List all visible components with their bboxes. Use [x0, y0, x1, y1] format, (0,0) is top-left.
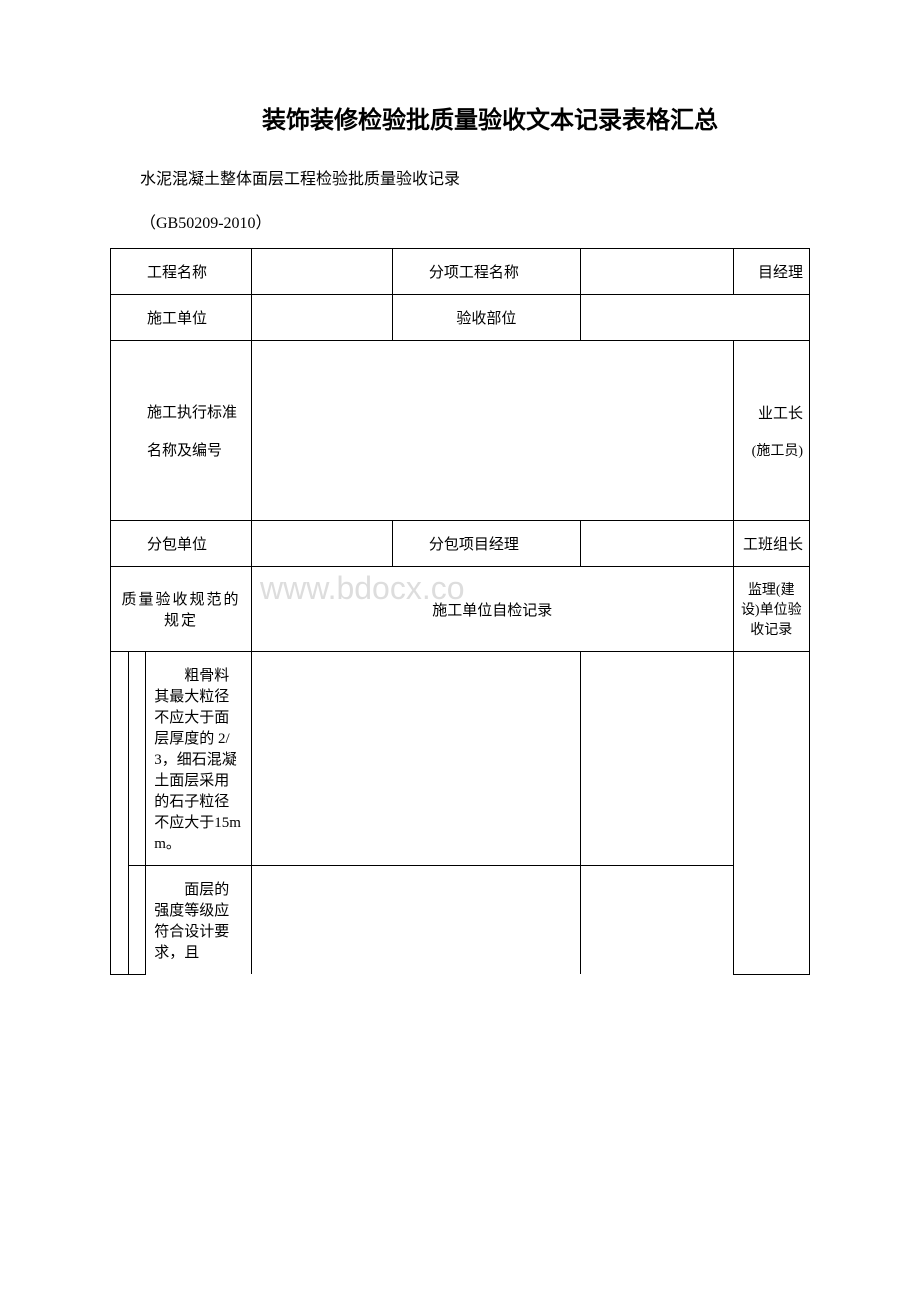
- cell-construction-unit-value: [251, 295, 392, 341]
- cell-num-1: [128, 652, 146, 866]
- cell-acceptance-part-value: [580, 295, 809, 341]
- label-foreman: 业工长 (施工员): [733, 341, 809, 521]
- acceptance-table: 工程名称 分项工程名称 目经理 施工单位 验收部位 施工执行标准 名称及编号 业…: [110, 248, 810, 975]
- label-self-check: 施工单位自检记录: [251, 567, 733, 652]
- table-row: 分包单位 分包项目经理 工班组长: [111, 521, 810, 567]
- cell-subitem-value: [580, 249, 733, 295]
- label-subitem-name: 分项工程名称: [392, 249, 580, 295]
- cell-sub-pm-value: [580, 521, 733, 567]
- cell-exec-standard-value: [251, 341, 733, 521]
- table-row: 工程名称 分项工程名称 目经理: [111, 249, 810, 295]
- label-acceptance-part: 验收部位: [392, 295, 580, 341]
- cell-check-2b: [580, 866, 733, 975]
- label-exec-standard: 施工执行标准 名称及编号: [111, 341, 252, 521]
- cell-category: [111, 652, 129, 975]
- cell-num-2: [128, 866, 146, 975]
- cell-subcontractor-value: [251, 521, 392, 567]
- label-project-manager: 目经理: [733, 249, 809, 295]
- table-row: 施工执行标准 名称及编号 业工长 (施工员): [111, 341, 810, 521]
- table-row: 面层的强度等级应符合设计要求，且: [111, 866, 810, 975]
- label-team-leader: 工班组长: [733, 521, 809, 567]
- cell-check-1a: [251, 652, 580, 866]
- label-quality-spec: 质量验收规范的规定: [111, 567, 252, 652]
- document-subtitle: 水泥混凝土整体面层工程检验批质量验收记录: [140, 165, 810, 189]
- table-row: 施工单位 验收部位: [111, 295, 810, 341]
- document-code: （GB50209-2010）: [140, 209, 810, 233]
- item-1-text: 粗骨料其最大粒径不应大于面层厚度的 2/3，细石混凝土面层采用的石子粒径不应大于…: [146, 652, 252, 866]
- cell-check-1b: [580, 652, 733, 866]
- cell-supervision-1: [733, 652, 809, 975]
- cell-project-name-value: [251, 249, 392, 295]
- label-supervision: 监理(建设)单位验收记录: [733, 567, 809, 652]
- label-subcontractor: 分包单位: [111, 521, 252, 567]
- table-row: 质量验收规范的规定 施工单位自检记录 监理(建设)单位验收记录: [111, 567, 810, 652]
- label-construction-unit: 施工单位: [111, 295, 252, 341]
- cell-check-2a: [251, 866, 580, 975]
- item-2-text: 面层的强度等级应符合设计要求，且: [146, 866, 252, 975]
- document-title: 装饰装修检验批质量验收文本记录表格汇总: [170, 100, 810, 135]
- label-sub-pm: 分包项目经理: [392, 521, 580, 567]
- label-project-name: 工程名称: [111, 249, 252, 295]
- table-row: 粗骨料其最大粒径不应大于面层厚度的 2/3，细石混凝土面层采用的石子粒径不应大于…: [111, 652, 810, 866]
